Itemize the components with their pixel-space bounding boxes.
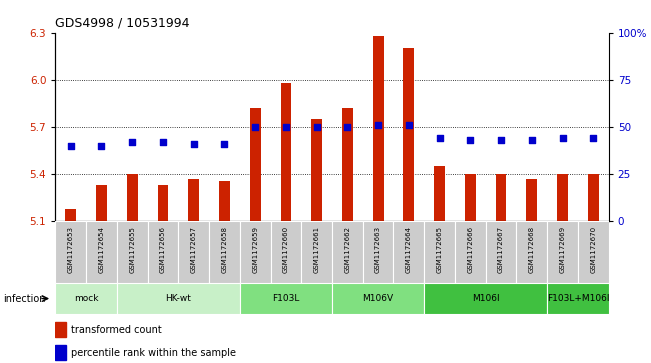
Text: percentile rank within the sample: percentile rank within the sample xyxy=(70,347,236,358)
Bar xyxy=(373,36,383,221)
Text: GSM1172661: GSM1172661 xyxy=(314,227,320,273)
Bar xyxy=(578,221,609,283)
Point xyxy=(219,141,230,147)
Bar xyxy=(55,322,66,338)
Bar xyxy=(148,221,178,283)
Bar xyxy=(557,174,568,221)
Bar xyxy=(65,209,76,221)
Text: transformed count: transformed count xyxy=(70,325,161,335)
Bar xyxy=(271,221,301,283)
Text: F103L+M106I: F103L+M106I xyxy=(547,294,609,303)
Text: GSM1172664: GSM1172664 xyxy=(406,227,412,273)
Bar xyxy=(281,83,291,221)
Bar xyxy=(250,108,260,221)
Text: HK-wt: HK-wt xyxy=(165,294,191,303)
Text: M106V: M106V xyxy=(363,294,394,303)
Text: infection: infection xyxy=(3,294,46,303)
Bar xyxy=(495,174,506,221)
Point xyxy=(281,124,291,130)
Bar xyxy=(424,283,547,314)
Point xyxy=(373,122,383,128)
Bar xyxy=(332,221,363,283)
Point xyxy=(588,135,598,141)
Point xyxy=(404,122,414,128)
Point xyxy=(342,124,353,130)
Bar xyxy=(96,185,107,221)
Bar xyxy=(588,174,599,221)
Bar xyxy=(240,283,332,314)
Bar xyxy=(158,185,169,221)
Text: GSM1172658: GSM1172658 xyxy=(221,227,227,273)
Text: GSM1172660: GSM1172660 xyxy=(283,227,289,273)
Text: GSM1172655: GSM1172655 xyxy=(129,227,135,273)
Bar xyxy=(117,221,148,283)
Point xyxy=(527,137,537,143)
Bar xyxy=(465,174,476,221)
Bar xyxy=(86,221,117,283)
Bar xyxy=(547,283,609,314)
Text: GSM1172656: GSM1172656 xyxy=(160,227,166,273)
Text: GSM1172659: GSM1172659 xyxy=(252,227,258,273)
Text: F103L: F103L xyxy=(272,294,299,303)
Bar xyxy=(332,283,424,314)
Bar xyxy=(516,221,547,283)
Bar xyxy=(363,221,393,283)
Bar xyxy=(455,221,486,283)
Text: GSM1172654: GSM1172654 xyxy=(98,227,104,273)
Bar xyxy=(219,180,230,221)
Bar xyxy=(434,166,445,221)
Bar xyxy=(55,283,117,314)
Bar xyxy=(547,221,578,283)
Text: GSM1172653: GSM1172653 xyxy=(68,227,74,273)
Point xyxy=(66,143,76,149)
Point xyxy=(250,124,260,130)
Text: GSM1172662: GSM1172662 xyxy=(344,227,350,273)
Bar xyxy=(240,221,271,283)
Bar xyxy=(188,179,199,221)
Bar xyxy=(342,108,353,221)
Text: GSM1172663: GSM1172663 xyxy=(375,227,381,273)
Bar xyxy=(55,345,66,360)
Text: M106I: M106I xyxy=(472,294,499,303)
Text: GSM1172670: GSM1172670 xyxy=(590,227,596,273)
Bar xyxy=(127,174,137,221)
Text: GSM1172657: GSM1172657 xyxy=(191,227,197,273)
Bar xyxy=(301,221,332,283)
Point xyxy=(434,135,445,141)
Bar xyxy=(55,221,86,283)
Bar xyxy=(209,221,240,283)
Point xyxy=(189,141,199,147)
Bar xyxy=(527,179,537,221)
Point xyxy=(496,137,506,143)
Text: mock: mock xyxy=(74,294,98,303)
Bar xyxy=(424,221,455,283)
Point xyxy=(465,137,475,143)
Text: GSM1172669: GSM1172669 xyxy=(560,227,566,273)
Point xyxy=(127,139,137,145)
Text: GDS4998 / 10531994: GDS4998 / 10531994 xyxy=(55,17,190,30)
Text: GSM1172667: GSM1172667 xyxy=(498,227,504,273)
Bar xyxy=(311,119,322,221)
Bar xyxy=(117,283,240,314)
Text: GSM1172668: GSM1172668 xyxy=(529,227,535,273)
Point xyxy=(96,143,107,149)
Bar xyxy=(404,48,414,221)
Text: GSM1172666: GSM1172666 xyxy=(467,227,473,273)
Bar xyxy=(486,221,516,283)
Bar xyxy=(178,221,209,283)
Point xyxy=(557,135,568,141)
Text: GSM1172665: GSM1172665 xyxy=(437,227,443,273)
Point xyxy=(311,124,322,130)
Bar xyxy=(393,221,424,283)
Point xyxy=(158,139,168,145)
